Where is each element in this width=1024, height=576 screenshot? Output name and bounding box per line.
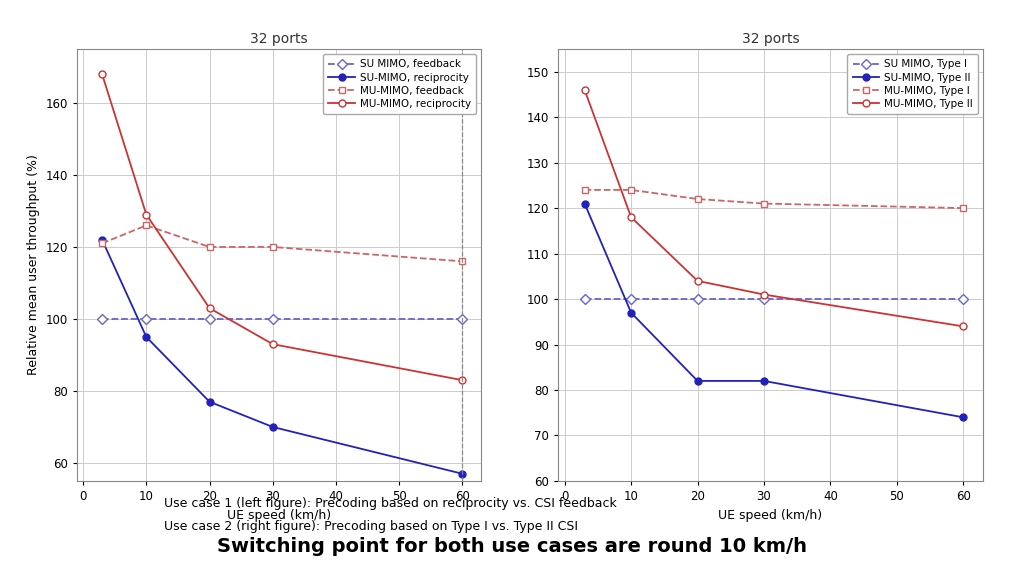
SU MIMO, feedback [96, 316, 109, 323]
SU-MIMO, Type II [691, 377, 703, 384]
MU-MIMO, Type I [691, 196, 703, 203]
SU MIMO, Type I [579, 295, 591, 302]
Line: MU-MIMO, feedback: MU-MIMO, feedback [98, 222, 466, 265]
MU-MIMO, reciprocity [456, 377, 468, 384]
SU MIMO, feedback [204, 316, 216, 323]
Line: SU MIMO, Type I: SU MIMO, Type I [582, 295, 967, 302]
SU-MIMO, Type II [758, 377, 770, 384]
SU-MIMO, reciprocity [204, 399, 216, 406]
MU-MIMO, feedback [204, 244, 216, 251]
SU MIMO, feedback [456, 316, 468, 323]
Line: SU-MIMO, reciprocity: SU-MIMO, reciprocity [98, 236, 466, 478]
Title: 32 ports: 32 ports [741, 32, 800, 47]
Line: MU-MIMO, reciprocity: MU-MIMO, reciprocity [98, 71, 466, 384]
Line: SU MIMO, feedback: SU MIMO, feedback [98, 316, 466, 323]
MU-MIMO, feedback [96, 240, 109, 247]
X-axis label: UE speed (km/h): UE speed (km/h) [227, 509, 331, 521]
SU MIMO, feedback [140, 316, 153, 323]
SU MIMO, feedback [266, 316, 279, 323]
MU-MIMO, Type II [625, 214, 637, 221]
MU-MIMO, feedback [140, 222, 153, 229]
MU-MIMO, reciprocity [140, 211, 153, 218]
MU-MIMO, reciprocity [204, 305, 216, 312]
MU-MIMO, Type II [691, 278, 703, 285]
SU-MIMO, Type II [579, 200, 591, 207]
SU-MIMO, Type II [957, 414, 970, 420]
MU-MIMO, Type I [957, 204, 970, 211]
SU-MIMO, Type II [625, 309, 637, 316]
MU-MIMO, Type I [579, 187, 591, 194]
SU-MIMO, reciprocity [96, 236, 109, 243]
Line: SU-MIMO, Type II: SU-MIMO, Type II [582, 200, 967, 421]
SU-MIMO, reciprocity [266, 423, 279, 430]
Line: MU-MIMO, Type II: MU-MIMO, Type II [582, 86, 967, 330]
SU-MIMO, reciprocity [140, 334, 153, 340]
MU-MIMO, feedback [266, 244, 279, 251]
Y-axis label: Relative mean user throughput (%): Relative mean user throughput (%) [27, 154, 40, 376]
Title: 32 ports: 32 ports [250, 32, 308, 47]
SU MIMO, Type I [758, 295, 770, 302]
MU-MIMO, reciprocity [96, 71, 109, 78]
Text: Switching point for both use cases are round 10 km/h: Switching point for both use cases are r… [217, 537, 807, 556]
MU-MIMO, Type I [625, 187, 637, 194]
Text: Use case 1 (left figure): Precoding based on reciprocity vs. CSI feedback: Use case 1 (left figure): Precoding base… [164, 497, 616, 510]
SU MIMO, Type I [691, 295, 703, 302]
MU-MIMO, Type II [957, 323, 970, 330]
MU-MIMO, Type I [758, 200, 770, 207]
MU-MIMO, Type II [579, 86, 591, 93]
MU-MIMO, feedback [456, 258, 468, 265]
SU-MIMO, reciprocity [456, 470, 468, 477]
Text: Use case 2 (right figure): Precoding based on Type I vs. Type II CSI: Use case 2 (right figure): Precoding bas… [164, 520, 578, 533]
X-axis label: UE speed (km/h): UE speed (km/h) [719, 509, 822, 521]
SU MIMO, Type I [957, 295, 970, 302]
Legend: SU MIMO, Type I, SU-MIMO, Type II, MU-MIMO, Type I, MU-MIMO, Type II: SU MIMO, Type I, SU-MIMO, Type II, MU-MI… [848, 54, 978, 114]
Legend: SU MIMO, feedback, SU-MIMO, reciprocity, MU-MIMO, feedback, MU-MIMO, reciprocity: SU MIMO, feedback, SU-MIMO, reciprocity,… [324, 54, 476, 114]
Line: MU-MIMO, Type I: MU-MIMO, Type I [582, 187, 967, 211]
MU-MIMO, Type II [758, 291, 770, 298]
MU-MIMO, reciprocity [266, 341, 279, 348]
SU MIMO, Type I [625, 295, 637, 302]
